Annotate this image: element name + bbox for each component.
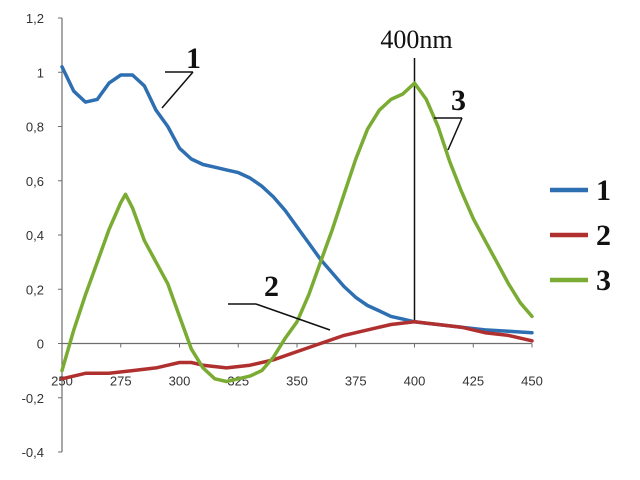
x-tick-label: 450 xyxy=(521,374,543,389)
y-tick-label: 1,2 xyxy=(26,11,44,26)
y-tick-label: 0,8 xyxy=(26,120,44,135)
y-tick-label: -0,4 xyxy=(22,445,44,460)
annotation-3-leader xyxy=(447,117,463,151)
annotation-3-label: 3 xyxy=(451,84,466,117)
x-tick-label: 400 xyxy=(404,374,426,389)
y-tick-label: 0 xyxy=(37,337,44,352)
series-2-line xyxy=(60,320,534,381)
legend-label-3: 3 xyxy=(596,264,611,297)
y-tick-label: 0,6 xyxy=(26,174,44,189)
annotation-1-leader xyxy=(161,71,194,109)
x-tick-label: 300 xyxy=(169,374,191,389)
y-tick-label: -0,2 xyxy=(22,391,44,406)
x-tick-label: 425 xyxy=(462,374,484,389)
legend-label-1: 1 xyxy=(596,174,611,207)
y-tick-label: 0,4 xyxy=(26,228,44,243)
wavelength-marker-label: 400nm xyxy=(380,25,452,54)
x-tick-label: 375 xyxy=(345,374,367,389)
annotation-2-label: 2 xyxy=(264,270,279,303)
x-tick-label: 275 xyxy=(110,374,132,389)
y-tick-label: 0,2 xyxy=(26,282,44,297)
annotation-2-leader xyxy=(255,303,331,331)
y-tick-label: 1 xyxy=(37,65,44,80)
annotation-1-label: 1 xyxy=(186,42,201,75)
x-tick-label: 350 xyxy=(286,374,308,389)
legend-label-2: 2 xyxy=(596,219,611,252)
series-3-line xyxy=(60,81,534,384)
